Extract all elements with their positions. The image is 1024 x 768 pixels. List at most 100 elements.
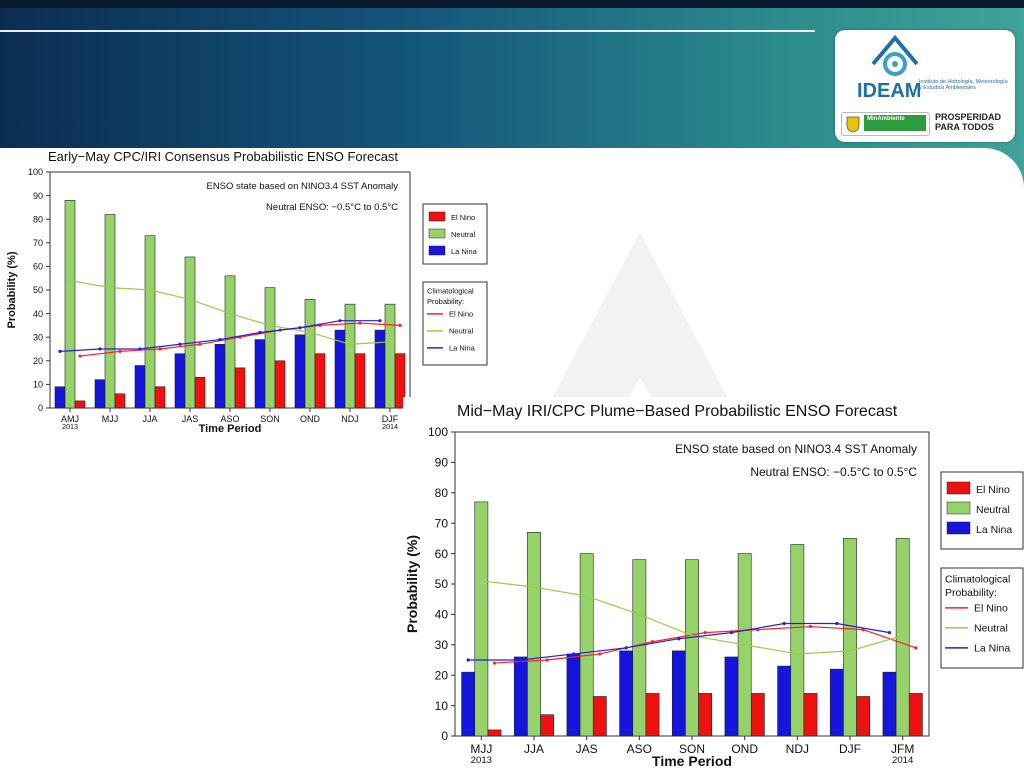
bar-neutral (64, 200, 76, 409)
x-axis-label: Time Period (199, 423, 262, 435)
annotation-nino34: ENSO state based on NINO3.4 SST Anomaly (206, 181, 398, 192)
clim-point (466, 658, 470, 662)
ideam-logo: IDEAM Instituto de Hidrología, Meteorolo… (835, 30, 1015, 142)
x-tick-label: JJA (524, 742, 544, 756)
bar-neutral (304, 299, 316, 409)
clim-legend-box (422, 281, 488, 366)
x-tick-label: JJA (142, 414, 157, 424)
chart-title: Early−May CPC/IRI Consensus Probabilisti… (48, 149, 398, 164)
bar-el-nino (154, 386, 166, 409)
clim-legend-box (940, 567, 1024, 669)
y-tick-label: 30 (33, 332, 43, 342)
clim-point (118, 349, 122, 353)
x-tick-label: JFM (891, 742, 914, 756)
bar-neutral (384, 303, 396, 409)
y-tick-label: 40 (435, 608, 449, 622)
x-tick-label: SON (260, 414, 280, 424)
clim-point (58, 349, 62, 353)
year-start-label: 2013 (471, 755, 492, 766)
bar-el-nino (908, 693, 923, 737)
y-tick-label: 80 (435, 486, 449, 500)
colombia-shield-icon (846, 116, 860, 133)
clim-point (492, 661, 497, 665)
x-tick-label: DJF (382, 414, 399, 424)
bar-la-nina (54, 386, 66, 409)
bar-el-nino (394, 353, 406, 409)
y-tick-label: 100 (28, 167, 43, 177)
clim-point (598, 652, 602, 656)
clim-point (835, 621, 839, 626)
bar-el-nino (698, 693, 713, 737)
clim-point (914, 646, 918, 650)
bar-el-nino (803, 693, 818, 737)
bar-el-nino (592, 696, 607, 737)
clim-point (729, 631, 734, 635)
logo-subtitle: Instituto de Hidrología, Meteorología y … (919, 79, 1008, 91)
clim-point (782, 621, 786, 626)
bar-la-nina (619, 650, 634, 737)
bar-el-nino (856, 696, 871, 737)
legend-swatch (428, 228, 446, 239)
bar-la-nina (724, 656, 739, 737)
y-tick-label: 20 (435, 668, 449, 682)
clim-point (258, 330, 262, 335)
chart-svg: Early−May CPC/IRI Consensus Probabilisti… (6, 149, 488, 435)
bar-neutral (685, 559, 699, 737)
legend-label: Neutral (976, 504, 1010, 516)
y-tick-label: 20 (33, 356, 43, 366)
y-tick-label: 90 (33, 191, 43, 201)
bar-neutral (843, 538, 857, 737)
y-axis-label: Probability (%) (6, 251, 18, 328)
bar-el-nino (314, 353, 326, 409)
x-tick-label: JAS (182, 414, 199, 424)
minambiente-label: MinAmbiente (864, 115, 926, 131)
bar-el-nino (234, 367, 246, 409)
clim-point (545, 658, 549, 662)
clim-legend-label: Neutral (449, 327, 474, 336)
chart-early-may: Early−May CPC/IRI Consensus Probabilisti… (0, 148, 488, 440)
bar-el-nino (274, 360, 286, 409)
y-tick-label: 0 (38, 403, 43, 413)
clim-line-neutral (481, 580, 903, 655)
bar-neutral (632, 559, 647, 737)
title-rule (0, 30, 815, 32)
clim-point (218, 337, 222, 342)
y-tick-label: 70 (435, 516, 449, 530)
y-tick-label: 30 (435, 638, 449, 652)
bar-el-nino (750, 693, 765, 737)
clim-legend-title: Climatological (427, 287, 474, 296)
legend-label: Neutral (451, 230, 476, 239)
bar-neutral (579, 553, 594, 737)
legend-label: La Nina (976, 524, 1012, 536)
clim-legend-label: El Nino (449, 310, 473, 319)
x-tick-label: JAS (576, 742, 598, 756)
bar-neutral (527, 532, 541, 737)
bar-la-nina (513, 656, 528, 737)
ideam-emblem-icon (871, 34, 919, 76)
x-tick-label: ASO (220, 414, 239, 424)
clim-legend-label: La Nina (974, 643, 1010, 655)
bar-el-nino (74, 400, 86, 409)
logo-name: IDEAM (857, 80, 922, 102)
bar-neutral (264, 287, 276, 409)
bar-neutral (224, 275, 236, 409)
prosperidad-line-1: PROSPERIDAD (935, 112, 1002, 122)
x-tick-label: NDJ (341, 414, 359, 424)
y-tick-label: 70 (33, 238, 43, 248)
chart-title: Mid−May IRI/CPC Plume−Based Probabilisti… (457, 403, 898, 420)
y-tick-label: 0 (441, 729, 448, 743)
clim-legend-label: El Nino (974, 603, 1008, 615)
bar-neutral (790, 544, 805, 737)
bar-la-nina (566, 653, 581, 737)
year-end-label: 2014 (892, 755, 914, 766)
clim-legend-subtitle: Probability: (945, 587, 997, 599)
clim-legend-subtitle: Probability: (427, 297, 464, 306)
y-tick-label: 60 (33, 262, 43, 272)
y-tick-label: 90 (435, 456, 449, 470)
y-tick-label: 80 (33, 214, 43, 224)
annotation-neutral-range: Neutral ENSO: −0.5°C to 0.5°C (750, 465, 917, 479)
bar-la-nina (294, 334, 306, 409)
bar-neutral (474, 501, 489, 737)
chart-mid-may: Mid−May IRI/CPC Plume−Based Probabilisti… (403, 397, 1024, 768)
clim-point (138, 347, 142, 351)
